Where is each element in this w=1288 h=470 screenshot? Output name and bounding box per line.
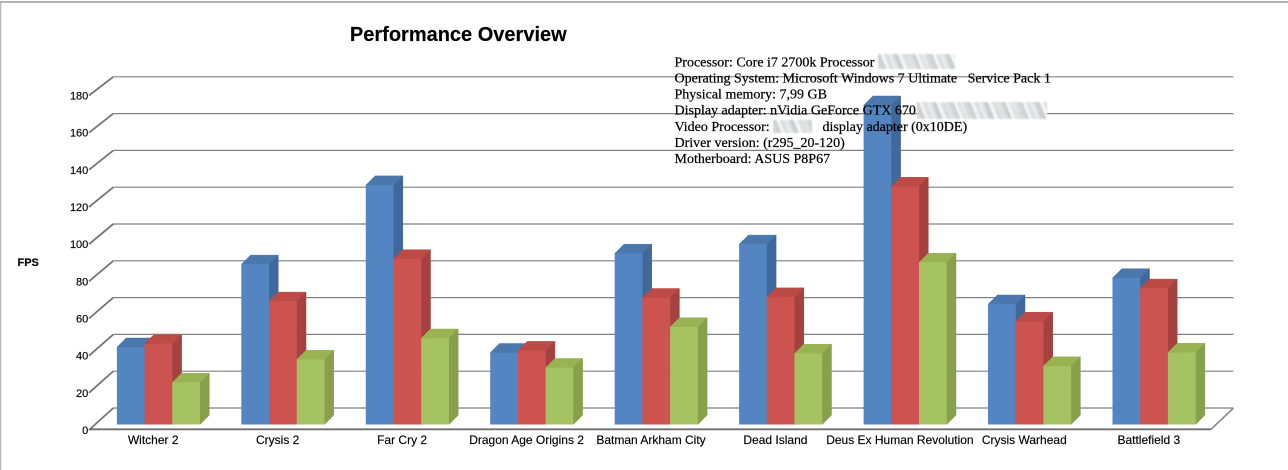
svg-text:160: 160 <box>70 128 88 140</box>
svg-text:Far Cry 2: Far Cry 2 <box>377 433 427 447</box>
svg-text:Crysis Warhead: Crysis Warhead <box>982 433 1067 447</box>
svg-text:Witcher 2: Witcher 2 <box>128 433 179 447</box>
svg-text:display adapter (0x10DE): display adapter (0x10DE) <box>823 120 968 135</box>
svg-text:Performance Overview: Performance Overview <box>350 24 567 46</box>
svg-text:20: 20 <box>76 388 88 400</box>
svg-text:Processor: Core i7 2700k Proce: Processor: Core i7 2700k Processor <box>675 56 875 71</box>
svg-text:40: 40 <box>76 351 88 363</box>
svg-text:Display adapter: nVidia GeForc: Display adapter: nVidia GeForce GTX 670 <box>675 104 916 119</box>
svg-text:Batman Arkham City: Batman Arkham City <box>596 433 705 447</box>
svg-text:0: 0 <box>82 425 88 437</box>
svg-text:Deus Ex Human Revolution: Deus Ex Human Revolution <box>826 433 973 447</box>
svg-text:Dragon Age Origins 2: Dragon Age Origins 2 <box>469 433 584 447</box>
svg-text:Dead Island: Dead Island <box>743 433 807 447</box>
svg-text:Operating System: Microsoft Wi: Operating System: Microsoft Windows 7 Ul… <box>675 72 1051 87</box>
svg-text:Battlefield 3: Battlefield 3 <box>1117 433 1180 447</box>
svg-text:Motherboard: ASUS P8P67: Motherboard: ASUS P8P67 <box>675 152 831 167</box>
svg-text:Crysis 2: Crysis 2 <box>256 433 300 447</box>
svg-text:140: 140 <box>70 165 88 177</box>
svg-text:100: 100 <box>70 239 88 251</box>
svg-text:Physical memory: 7,99 GB: Physical memory: 7,99 GB <box>675 88 827 103</box>
svg-text:Driver version: (r295_20-120): Driver version: (r295_20-120) <box>675 136 846 151</box>
svg-text:120: 120 <box>70 202 88 214</box>
svg-text:60: 60 <box>76 314 88 326</box>
svg-text:FPS: FPS <box>18 257 39 269</box>
svg-text:80: 80 <box>76 276 88 288</box>
svg-text:180: 180 <box>70 91 88 103</box>
svg-text:Video Processor:: Video Processor: <box>675 120 770 135</box>
